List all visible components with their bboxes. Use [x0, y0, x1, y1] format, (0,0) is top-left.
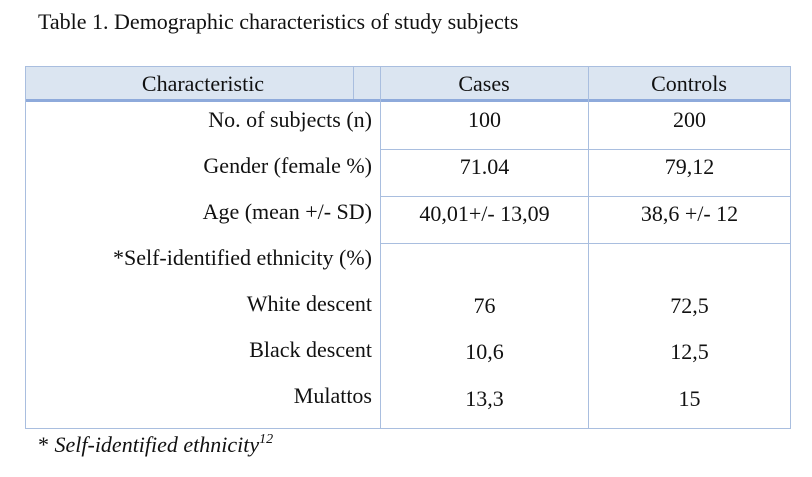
column-divider-2 — [588, 67, 589, 428]
table-footnote: * Self-identified ethnicity12 — [38, 430, 273, 460]
header-characteristic: Characteristic — [141, 71, 265, 96]
cases-value: 100 — [468, 107, 501, 132]
row-label: Mulattos — [293, 383, 372, 408]
row-label: Black descent — [249, 337, 372, 362]
section-label: *Self-identified ethnicity (%) — [112, 245, 372, 270]
cases-value: 71.04 — [459, 154, 510, 179]
controls-value: 72,5 — [670, 293, 709, 318]
cases-value: 13,3 — [465, 386, 504, 411]
header-divider — [353, 67, 354, 99]
header-controls: Controls — [651, 71, 727, 96]
row-label: White descent — [246, 291, 372, 316]
footnote-marker: * — [38, 432, 55, 457]
cases-value: 40,01+/- 13,09 — [419, 201, 550, 226]
row-divider — [380, 196, 790, 197]
demographics-table: Characteristic Cases Controls No. of sub… — [25, 66, 791, 429]
row-label: Age (mean +/- SD) — [202, 199, 372, 224]
controls-value: 12,5 — [670, 339, 709, 364]
row-label: No. of subjects (n) — [208, 107, 372, 132]
footnote-text: Self-identified ethnicity — [54, 432, 260, 457]
controls-value: 38,6 +/- 12 — [640, 201, 739, 226]
controls-value: 79,12 — [664, 154, 715, 179]
row-divider — [380, 243, 790, 244]
row-divider — [380, 149, 790, 150]
footnote-reference: 12 — [259, 432, 274, 447]
cases-value: 10,6 — [465, 339, 504, 364]
controls-value: 15 — [678, 386, 701, 411]
cases-value: 76 — [473, 293, 496, 318]
controls-value: 200 — [673, 107, 706, 132]
table-caption: Table 1. Demographic characteristics of … — [38, 9, 519, 34]
table-header-row: Characteristic Cases Controls — [26, 67, 790, 102]
column-divider-1 — [380, 67, 381, 428]
row-label: Gender (female %) — [203, 153, 372, 178]
header-cases: Cases — [458, 71, 510, 96]
